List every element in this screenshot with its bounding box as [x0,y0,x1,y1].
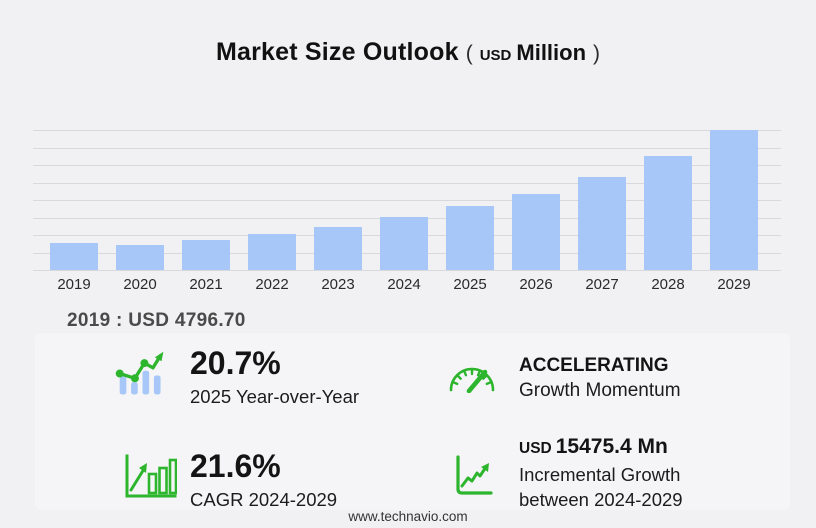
x-axis-label-2024: 2024 [387,276,421,293]
stat-growth-momentum: ACCELERATING Growth Momentum [447,354,681,404]
incremental-value: 15475.4 Mn [555,435,668,458]
page-title: Market Size Outlook ( USD Million ) [0,38,816,67]
x-axis-label-2025: 2025 [453,276,487,293]
momentum-value: ACCELERATING [519,355,669,376]
x-axis-label-2020: 2020 [123,276,157,293]
incremental-label-line1: Incremental Growth [519,464,681,485]
gridline [33,182,781,184]
stat-cagr: 21.6% CAGR 2024-2029 [123,449,337,512]
x-axis-label-2021: 2021 [189,276,223,293]
stat-incremental-growth: USD 15475.4 Mn Incremental Growth between… [453,433,683,512]
cagr-value: 21.6% [190,448,281,484]
website-url: www.technavio.com [348,509,468,524]
speedometer-icon [449,367,495,393]
x-axis-label-2029: 2029 [717,276,751,293]
stat-yoy-growth: 20.7% 2025 Year-over-Year [114,346,359,409]
title-paren-close: ) [593,42,601,65]
x-axis-label-2027: 2027 [585,276,619,293]
bar-2019 [50,242,98,270]
stats-panel [35,333,790,510]
stat-momentum-text: ACCELERATING Growth Momentum [519,354,681,404]
x-axis-label-2022: 2022 [255,276,289,293]
momentum-label: Growth Momentum [519,380,681,401]
x-axis-label-2023: 2023 [321,276,355,293]
bar-2026 [512,193,560,270]
gridline [33,200,781,201]
title-main: Market Size Outlook [215,38,459,66]
bar-2028 [644,156,692,270]
title-unit: Million [516,40,587,65]
gridline [33,165,781,166]
bar-chart-plot-area [33,130,781,271]
growth-bars-arrow-icon [125,454,177,498]
base-year-annotation: 2019 : USD 4796.70 [67,310,246,331]
incremental-label-line2: between 2024-2029 [519,489,683,510]
bar-2021 [182,240,230,270]
x-axis-label-2026: 2026 [519,276,553,293]
incremental-currency: USD [519,440,552,457]
x-axis-label-2028: 2028 [651,276,685,293]
title-currency: USD [479,47,512,64]
bar-2027 [578,177,626,270]
bar-2029 [710,130,758,270]
yoy-label: 2025 Year-over-Year [190,386,360,407]
stat-cagr-text: 21.6% CAGR 2024-2029 [190,449,337,512]
bar-2022 [248,234,296,270]
yoy-value: 20.7% [190,345,281,381]
cagr-label: CAGR 2024-2029 [190,489,338,510]
stat-yoy-text: 20.7% 2025 Year-over-Year [190,346,359,409]
bar-2024 [380,217,428,270]
gridline [33,130,781,131]
line-growth-axes-icon [456,455,493,495]
x-axis-labels: 2019 2020 2021 2022 2023 2024 2025 2026 2027 2028… [33,276,781,294]
gridline [33,270,781,271]
bar-2025 [446,206,494,270]
incremental-value-line: USD 15475.4 Mn [519,433,683,462]
title-paren-open: ( [465,42,473,65]
gridline [33,147,781,149]
bar-chart-trend-icon [115,351,164,395]
x-axis-label-2019: 2019 [57,276,91,293]
stat-incremental-text: USD 15475.4 Mn Incremental Growth between… [519,433,683,512]
bar-2023 [314,227,362,270]
bar-2020 [116,244,164,270]
